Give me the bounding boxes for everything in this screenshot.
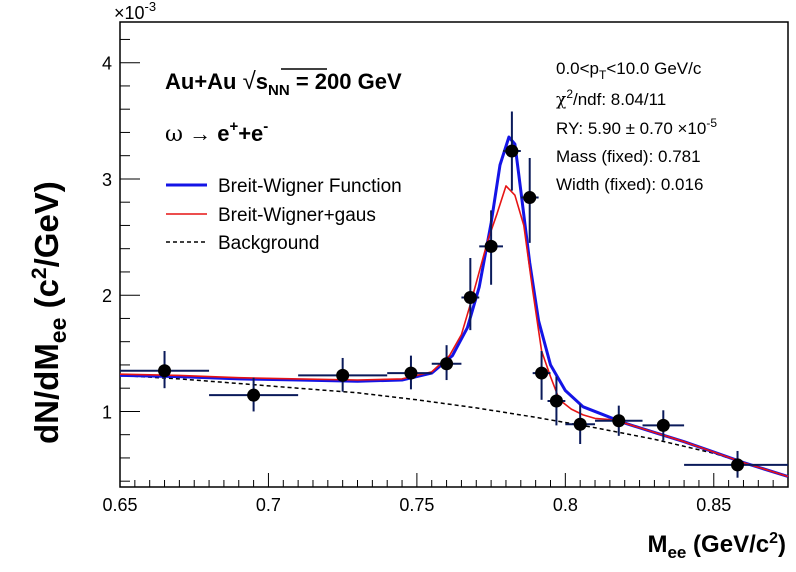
data-marker [612, 414, 626, 428]
data-point [565, 404, 596, 444]
data-point [298, 357, 388, 392]
background-curve [119, 374, 789, 478]
data-point [209, 377, 299, 412]
data-marker [247, 388, 261, 402]
fit-curves [119, 135, 789, 478]
legend-label-breit-wigner: Breit-Wigner Function [218, 176, 402, 197]
stat-pt-range: 0.0<pT<10.0 GeV/c [556, 59, 702, 82]
data-marker [573, 417, 587, 431]
decay-label: ω → e++e- [165, 118, 268, 147]
stat-chi2: χ2/ndf: 8.04/11 [556, 87, 666, 110]
y-multiplier: ×10-3 [114, 0, 156, 23]
x-tick-label: 0.65 [102, 495, 137, 515]
x-tick-label: 0.8 [553, 495, 578, 515]
data-point [479, 210, 503, 285]
x-tick-label: 0.7 [256, 495, 281, 515]
data-marker [549, 394, 563, 408]
data-marker [731, 458, 745, 472]
data-point [502, 111, 521, 191]
data-point [532, 350, 551, 400]
data-marker [336, 368, 350, 382]
stat-width: Width (fixed): 0.016 [556, 175, 703, 194]
data-marker [484, 239, 498, 253]
data-point [642, 410, 685, 441]
y-tick-label: 4 [102, 54, 112, 74]
x-tick-label: 0.85 [696, 495, 731, 515]
data-point [547, 376, 566, 426]
legend: Breit-Wigner Function Breit-Wigner+gaus … [166, 176, 402, 254]
data-marker [463, 291, 477, 305]
data-marker [535, 366, 549, 380]
data-point [461, 257, 480, 331]
y-tick-label: 2 [102, 286, 112, 306]
y-tick-label: 1 [102, 402, 112, 422]
y-tick-label: 3 [102, 170, 112, 190]
collision-label: Au+Au √sNN = 200 GeV [165, 68, 402, 99]
data-point [120, 350, 210, 389]
data-marker [158, 364, 172, 378]
fit-stats: 0.0<pT<10.0 GeV/c χ2/ndf: 8.04/11 RY: 5.… [556, 59, 717, 194]
data-marker [505, 144, 519, 158]
axis-ticks: 0.65 0.7 0.75 0.8 0.85 1 2 3 4 [102, 38, 789, 515]
x-tick-label: 0.75 [399, 495, 434, 515]
data-point [520, 158, 539, 243]
breit-wigner-gaus-curve [119, 185, 789, 478]
x-axis-label: Mee (GeV/c2) [647, 530, 786, 562]
stat-ry: RY: 5.90 ± 0.70 ×10-5 [556, 116, 717, 138]
legend-label-background: Background [218, 233, 319, 254]
stat-mass: Mass (fixed): 0.781 [556, 147, 701, 166]
legend-label-breit-wigner-gaus: Breit-Wigner+gaus [218, 205, 376, 226]
data-point [431, 345, 462, 381]
plot-frame [119, 21, 789, 488]
data-point [595, 405, 643, 436]
data-point [387, 355, 432, 390]
data-marker [656, 418, 670, 432]
data-marker [440, 357, 454, 371]
data-marker [523, 191, 537, 205]
data-points [120, 111, 788, 478]
data-point [684, 450, 788, 478]
y-axis-label: dN/dMee (c2/GeV) [28, 181, 71, 444]
data-marker [404, 366, 418, 380]
